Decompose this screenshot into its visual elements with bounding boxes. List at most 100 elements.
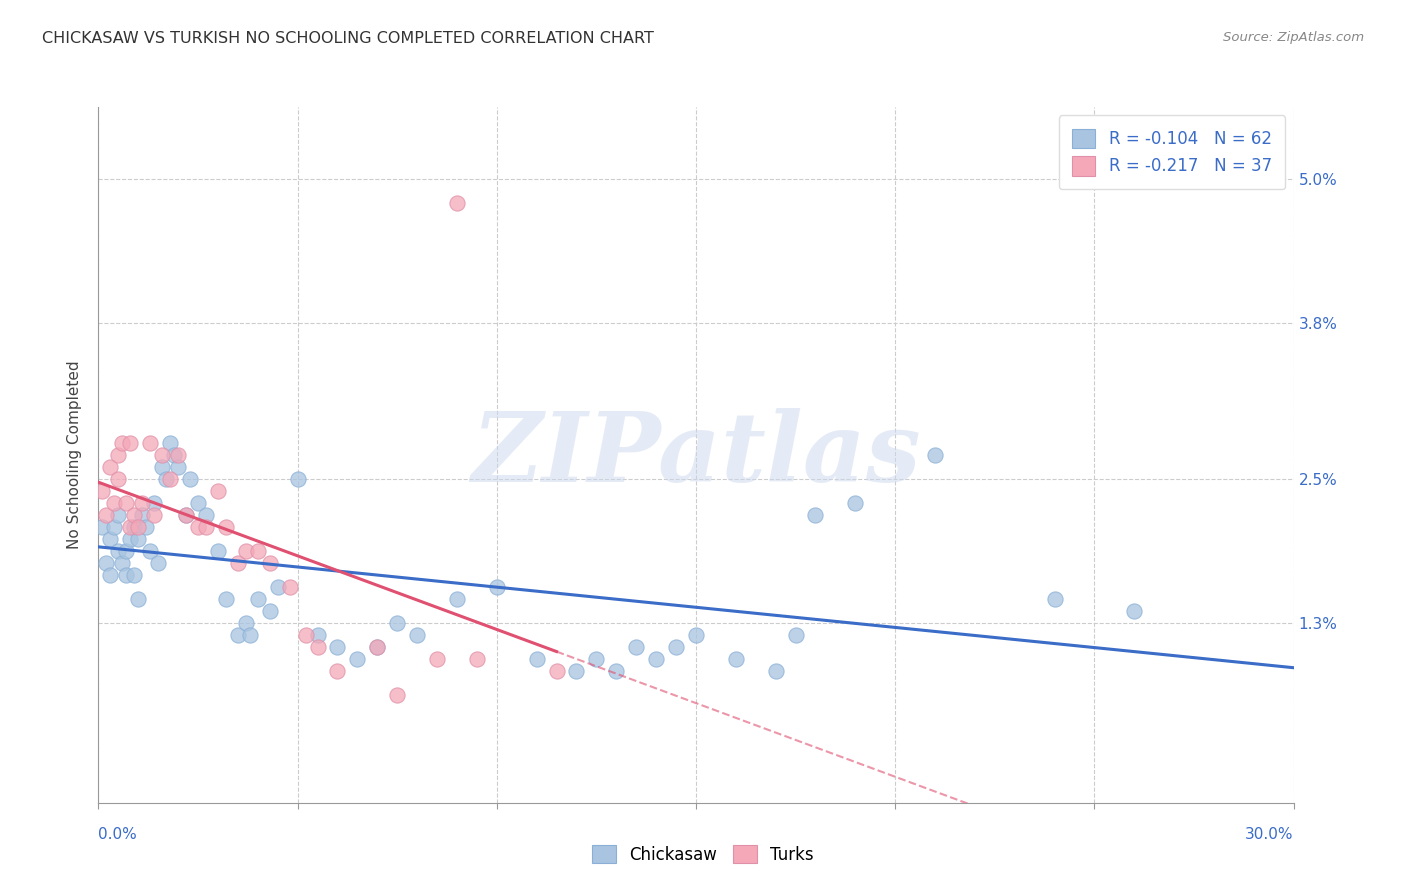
Point [426,652,449,666]
Point [294,628,316,642]
Point [115,567,138,582]
Point [685,628,707,642]
Point [226,628,249,642]
Point [804,508,827,522]
Point [465,652,488,666]
Point [406,628,429,642]
Point [155,472,177,486]
Point [765,664,787,678]
Point [91,520,114,534]
Point [159,436,181,450]
Point [235,544,257,558]
Point [150,459,173,474]
Point [246,591,269,606]
Point [96,556,118,570]
Point [120,532,142,546]
Point [135,520,157,534]
Point [326,664,349,678]
Point [187,520,209,534]
Point [107,472,129,486]
Point [91,483,114,498]
Point [259,604,281,618]
Point [485,580,508,594]
Point [107,508,129,522]
Point [143,508,166,522]
Point [645,652,668,666]
Point [111,436,134,450]
Point [174,508,197,522]
Text: 0.0%: 0.0% [98,827,138,841]
Point [724,652,747,666]
Point [235,615,257,630]
Text: 30.0%: 30.0% [1246,827,1294,841]
Point [100,567,122,582]
Point [215,520,238,534]
Point [96,508,118,522]
Point [124,520,146,534]
Point [278,580,301,594]
Point [150,448,173,462]
Point [844,496,866,510]
Point [100,459,122,474]
Point [124,508,146,522]
Point [159,472,181,486]
Point [107,448,129,462]
Text: Source: ZipAtlas.com: Source: ZipAtlas.com [1223,31,1364,45]
Point [148,556,170,570]
Point [259,556,281,570]
Point [385,615,409,630]
Point [143,496,166,510]
Point [326,640,349,654]
Point [446,591,468,606]
Point [366,640,388,654]
Point [139,544,162,558]
Point [131,496,153,510]
Point [385,688,409,702]
Legend: R = -0.104   N = 62, R = -0.217   N = 37: R = -0.104 N = 62, R = -0.217 N = 37 [1059,115,1285,189]
Point [107,544,129,558]
Point [215,591,238,606]
Point [924,448,946,462]
Point [179,472,201,486]
Point [366,640,388,654]
Legend: Chickasaw, Turks: Chickasaw, Turks [585,838,821,871]
Point [163,448,186,462]
Point [207,544,229,558]
Point [1043,591,1066,606]
Point [665,640,688,654]
Point [446,196,468,211]
Point [195,520,218,534]
Text: ZIPatlas: ZIPatlas [471,408,921,502]
Point [207,483,229,498]
Point [127,591,149,606]
Point [585,652,607,666]
Point [174,508,197,522]
Point [195,508,218,522]
Point [103,520,125,534]
Point [127,532,149,546]
Point [127,520,149,534]
Point [246,544,269,558]
Y-axis label: No Schooling Completed: No Schooling Completed [67,360,83,549]
Point [546,664,568,678]
Point [287,472,309,486]
Point [115,496,138,510]
Point [124,567,146,582]
Point [239,628,262,642]
Point [785,628,807,642]
Point [167,448,190,462]
Point [626,640,648,654]
Point [307,628,329,642]
Point [120,520,142,534]
Point [307,640,329,654]
Point [120,436,142,450]
Point [226,556,249,570]
Point [103,496,125,510]
Point [565,664,588,678]
Point [100,532,122,546]
Point [526,652,548,666]
Point [187,496,209,510]
Point [167,459,190,474]
Point [111,556,134,570]
Point [115,544,138,558]
